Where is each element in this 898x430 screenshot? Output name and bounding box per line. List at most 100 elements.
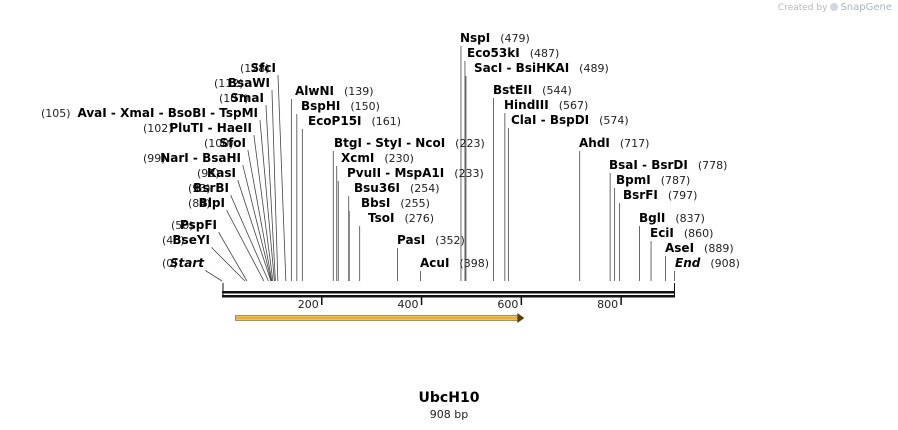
enzyme-names: PluTI - HaeII [169, 121, 252, 135]
orf-feature-arrowhead [517, 313, 525, 323]
snapgene-logo-icon [830, 3, 839, 11]
site-position: (787) [661, 174, 691, 187]
backbone-bottom-strand [222, 295, 675, 298]
enzyme-name: BtgI [334, 136, 362, 150]
site-position: (255) [400, 197, 430, 210]
site-position: (46) [162, 234, 185, 247]
site-position: (544) [542, 84, 572, 97]
enzyme-name: BspDI [550, 113, 589, 127]
feature-track [235, 313, 525, 323]
site-pspfi: (50)PspFI [171, 218, 217, 232]
site-leader [247, 150, 273, 282]
site-leader [271, 90, 279, 282]
site-position: (797) [668, 189, 698, 202]
site-position: (230) [384, 152, 414, 165]
site-pasi: PasI (352) [397, 233, 465, 247]
enzyme-name: Bsu36I [354, 181, 400, 195]
enzyme-name: EcoP15I [308, 114, 362, 128]
site-start: (0)Start [162, 256, 205, 270]
enzyme-name: MspA1I [394, 166, 444, 180]
site-labels: (0)Start (46)BseYI(50)PspFI (84)BlpI(93)Bs… [41, 31, 740, 270]
site-leader [259, 120, 275, 282]
site-position: (487) [530, 47, 560, 60]
enzyme-name: AlwNI [295, 84, 334, 98]
enzyme-name: TspMI [219, 106, 258, 120]
enzyme-name: AvaI [78, 106, 107, 120]
site-position: (837) [675, 212, 705, 225]
site-leader [277, 75, 287, 282]
enzyme-name: PspFI [180, 218, 217, 232]
enzyme-name: BsrBI [193, 181, 229, 195]
site-position: (489) [579, 62, 609, 75]
enzyme-name: BlpI [199, 196, 225, 210]
enzyme-names: EcoP15I [308, 114, 362, 128]
site-bgli: BglI (837) [639, 211, 705, 225]
enzyme-name: NcoI [415, 136, 445, 150]
site-position: (150) [350, 100, 380, 113]
enzyme-name: BsaWI [228, 76, 270, 90]
site-position: (99) [143, 152, 166, 165]
site-clai-bspdi: ClaI - BspDI (574) [511, 113, 629, 127]
site-ahdi: AhdI (717) [579, 136, 649, 150]
enzyme-name: BsaHI [202, 151, 241, 165]
site-position: (479) [500, 32, 530, 45]
enzyme-names: BstEII [493, 83, 532, 97]
enzyme-names: BpmI [616, 173, 651, 187]
site-position: (84) [188, 197, 211, 210]
ruler-tick-label: 800 [597, 298, 618, 311]
enzyme-name: End [675, 256, 701, 270]
site-bsphi: BspHI (150) [301, 99, 380, 113]
site-position: (102) [143, 122, 173, 135]
site-xcmi: XcmI (230) [341, 151, 414, 165]
name-separator: - [189, 151, 202, 165]
site-bsai-bsrdi: BsaI - BsrDI (778) [609, 158, 727, 172]
enzyme-name: NspI [460, 31, 490, 45]
leader-lines [205, 46, 675, 282]
enzyme-names: BspHI [301, 99, 340, 113]
enzyme-name: XmaI [120, 106, 154, 120]
site-bseyi: (46)BseYI [162, 233, 210, 247]
enzyme-names: PasI [397, 233, 425, 247]
site-position: (778) [698, 159, 728, 172]
enzyme-name: SacI [474, 61, 502, 75]
backbone-top-strand [222, 291, 675, 294]
site-position: (128) [240, 62, 270, 75]
site-leader [218, 232, 248, 282]
watermark-prefix: Created by [777, 3, 828, 13]
enzyme-names: BseYI [172, 233, 210, 247]
enzyme-name: BpmI [616, 173, 651, 187]
ruler-tick-label: 400 [398, 298, 419, 311]
ruler-tick [620, 297, 622, 305]
site-nspi: NspI (479) [460, 31, 530, 45]
name-separator: - [536, 113, 549, 127]
enzyme-name: BseYI [172, 233, 210, 247]
enzyme-name: BspHI [301, 99, 340, 113]
enzyme-names: AcuI [420, 256, 449, 270]
sequence-name: UbcH10 [418, 390, 480, 406]
enzyme-name: EciI [650, 226, 674, 240]
name-separator: - [206, 106, 219, 120]
site-nari-bsahi: (99)NarI - BsaHI [143, 151, 241, 165]
dna-backbone: 200 400 600 800 [222, 283, 675, 311]
site-leader [253, 135, 274, 282]
enzyme-names: SfcI [251, 61, 276, 75]
site-position: (717) [620, 137, 650, 150]
site-position: (139) [344, 85, 374, 98]
enzyme-names: AlwNI [295, 84, 334, 98]
enzyme-names: NspI [460, 31, 490, 45]
site-bsawi: (112)BsaWI [214, 76, 270, 90]
enzyme-name: BglI [639, 211, 665, 225]
site-bsrbi: (93)BsrBI [188, 181, 229, 195]
site-position: (352) [435, 234, 465, 247]
site-sfoi: (100)SfoI [204, 136, 246, 150]
enzyme-name: PvuII [347, 166, 381, 180]
enzyme-names: SfoI [219, 136, 246, 150]
enzyme-names: BbsI [361, 196, 390, 210]
enzyme-name: Start [170, 256, 205, 270]
enzyme-names: HindIII [504, 98, 549, 112]
site-position: (574) [599, 114, 629, 127]
site-leader [205, 270, 223, 282]
enzyme-name: AcuI [420, 256, 449, 270]
site-eco53ki: Eco53kI (487) [467, 46, 559, 60]
site-position: (398) [459, 257, 489, 270]
